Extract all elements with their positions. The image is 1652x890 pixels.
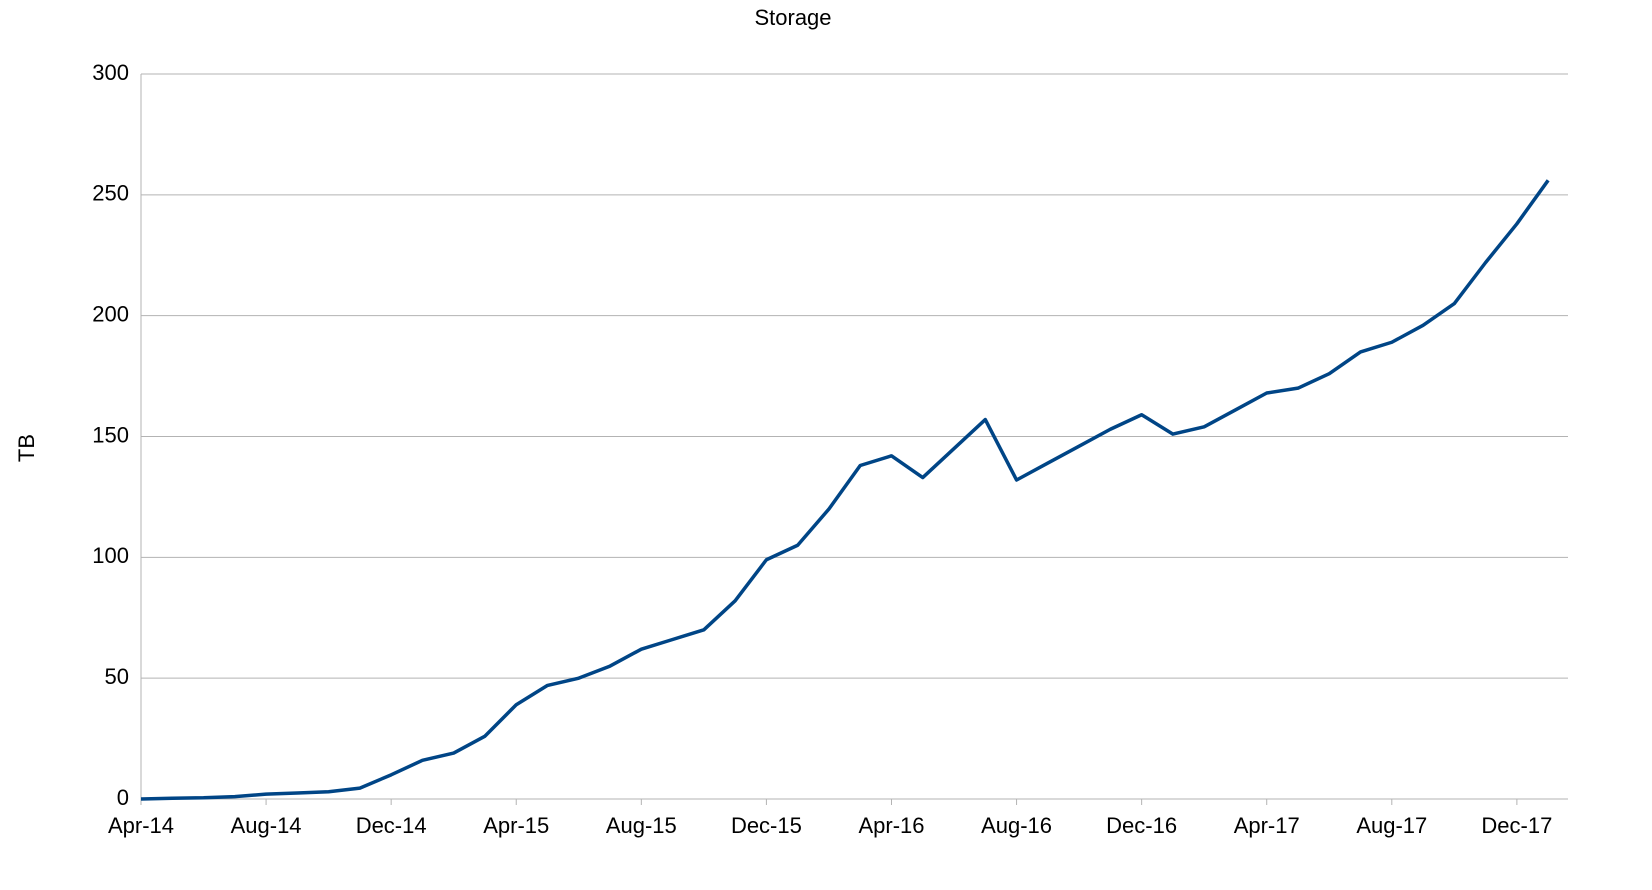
y-axis-label: TB (14, 434, 39, 462)
x-tick-label: Dec-15 (731, 813, 802, 838)
x-tick-label: Aug-16 (981, 813, 1052, 838)
x-tick-label: Apr-16 (858, 813, 924, 838)
y-tick-label: 100 (92, 543, 129, 568)
x-tick-label: Apr-15 (483, 813, 549, 838)
x-tick-label: Dec-17 (1481, 813, 1552, 838)
x-tick-label: Aug-15 (606, 813, 677, 838)
data-line (140, 179, 1550, 801)
x-tick-label: Apr-17 (1234, 813, 1300, 838)
x-tick-label: Dec-16 (1106, 813, 1177, 838)
x-tick-label: Aug-17 (1356, 813, 1427, 838)
y-tick-label: 300 (92, 60, 129, 85)
y-tick-label: 150 (92, 422, 129, 447)
x-tick-label: Apr-14 (108, 813, 174, 838)
y-tick-label: 200 (92, 301, 129, 326)
y-tick-label: 0 (117, 785, 129, 810)
y-tick-label: 50 (105, 664, 129, 689)
chart-title: Storage (754, 5, 831, 30)
x-tick-label: Aug-14 (231, 813, 302, 838)
y-tick-label: 250 (92, 181, 129, 206)
x-tick-label: Dec-14 (356, 813, 427, 838)
